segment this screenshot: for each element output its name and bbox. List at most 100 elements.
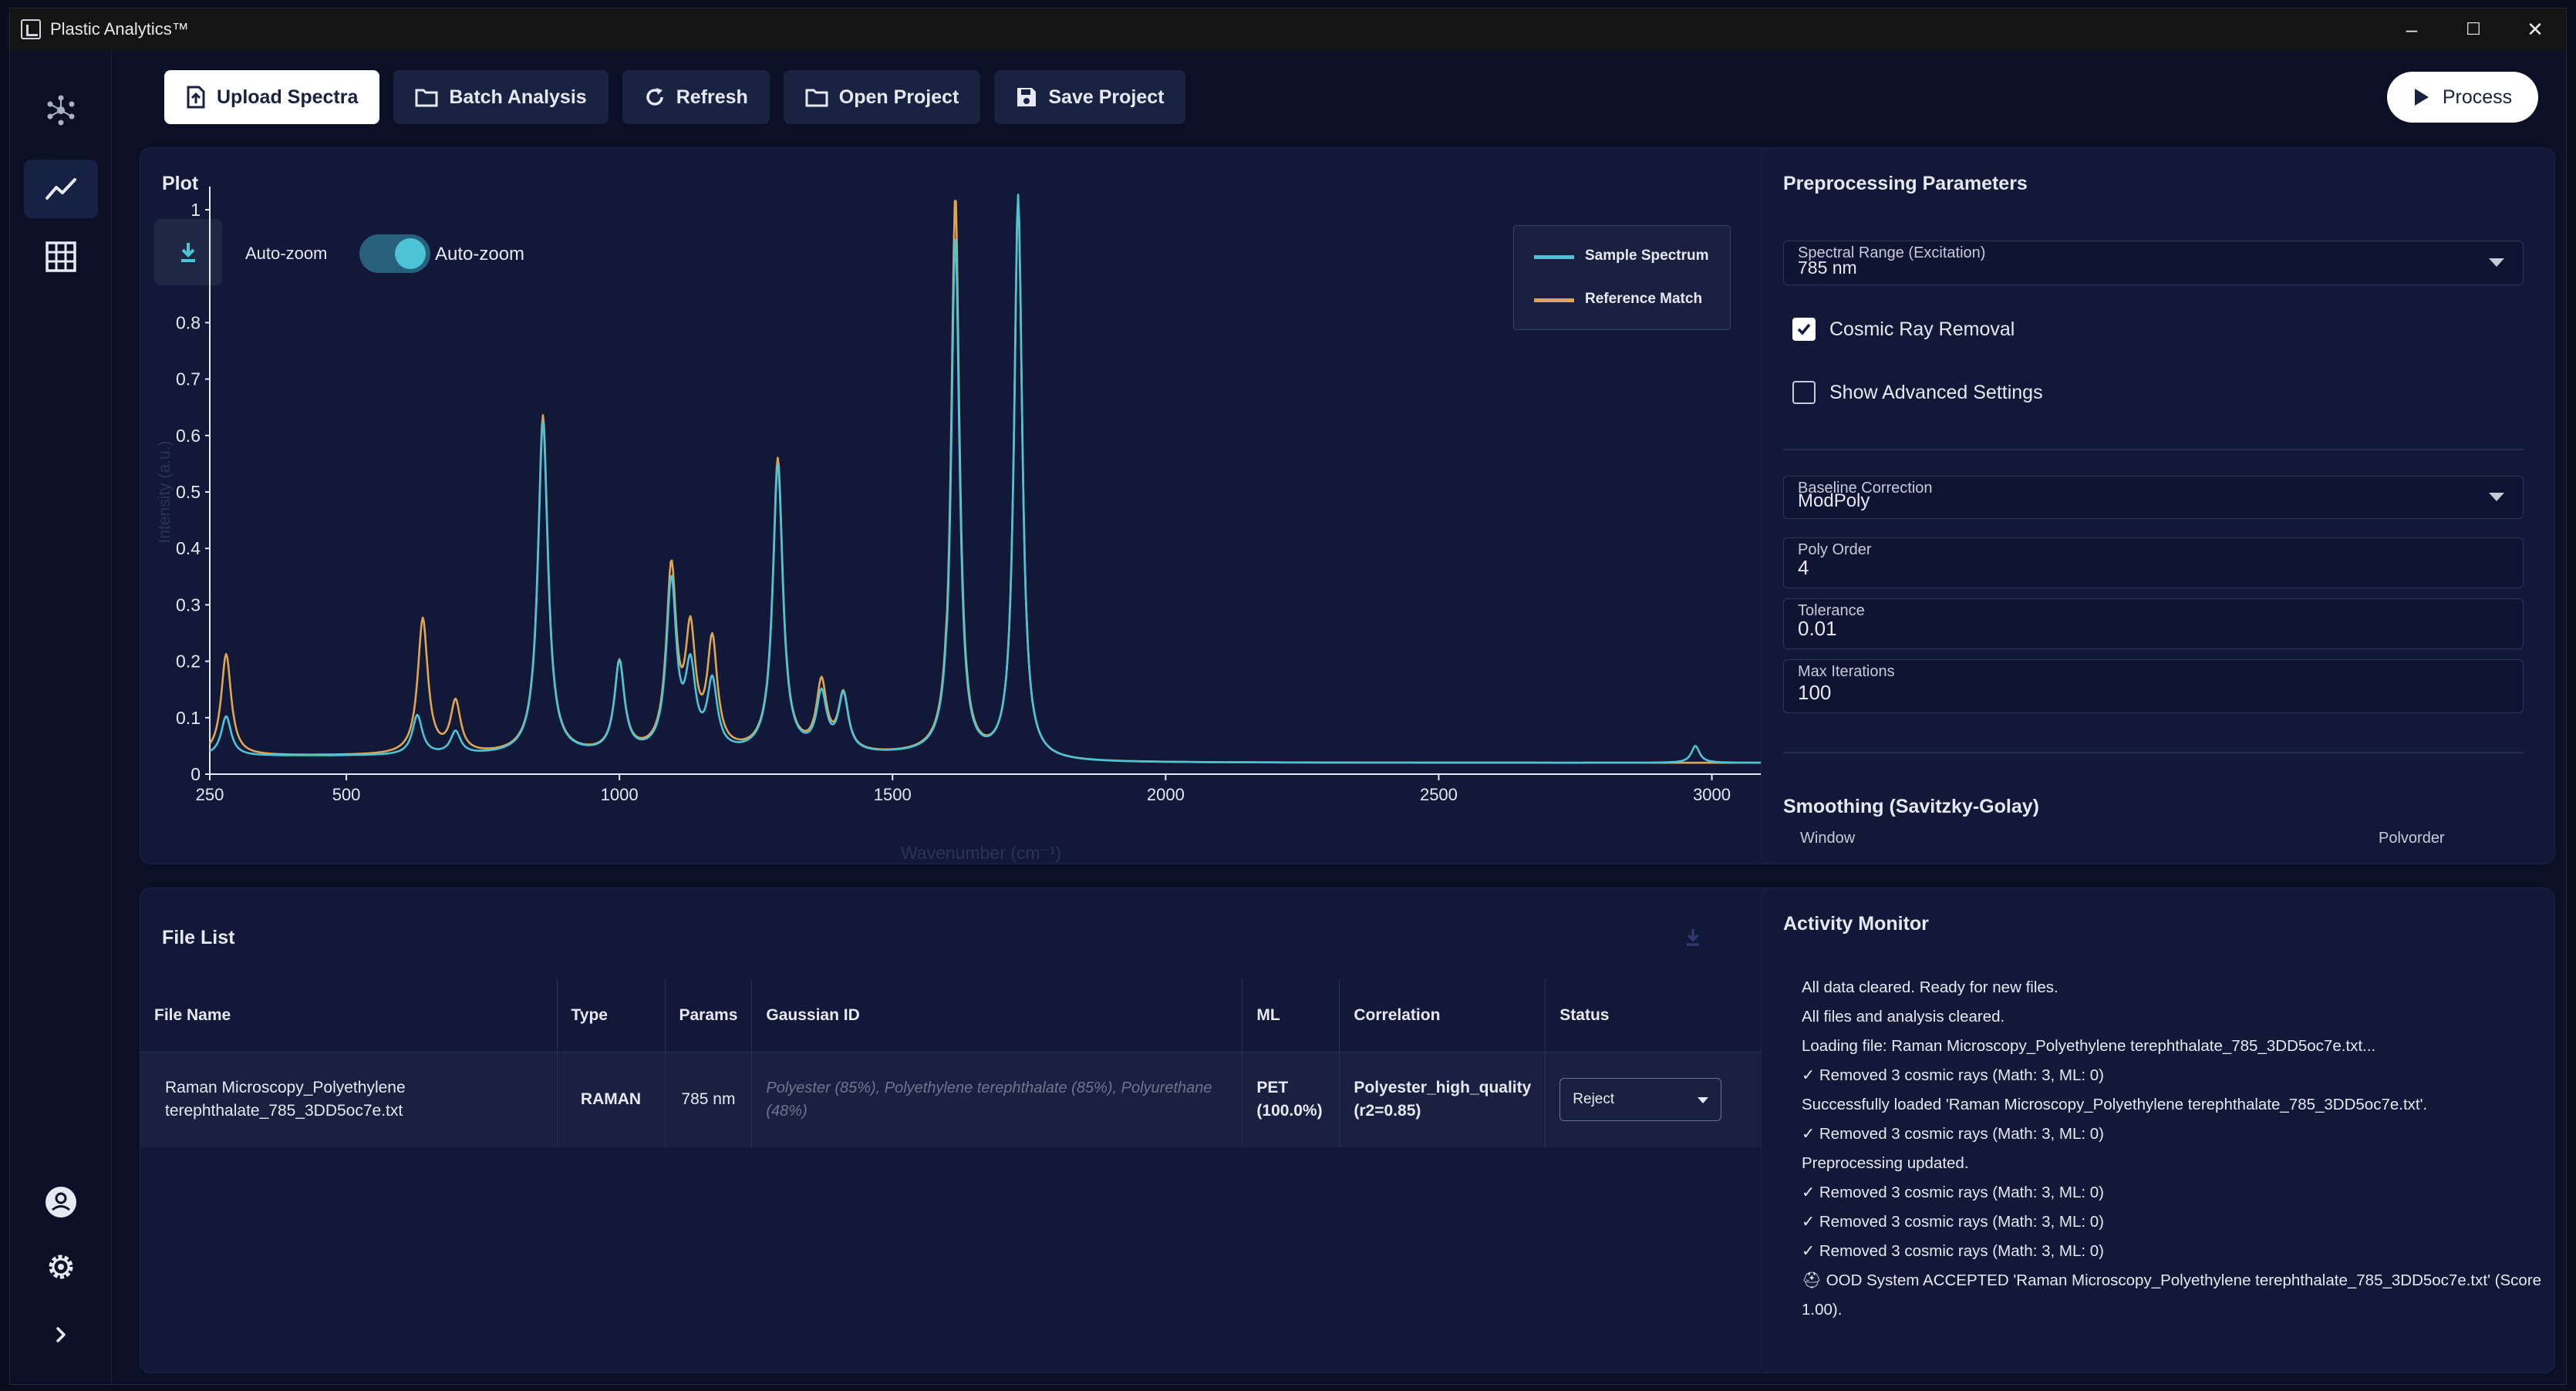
file-list-panel: File List File Name Type Params Gaussian… (140, 887, 1875, 1373)
chevron-down-icon (2489, 258, 2504, 267)
baseline-correction-value: ModPoly (1798, 490, 1870, 511)
close-button[interactable]: ✕ (2527, 17, 2544, 41)
cell-params: 785 nm (665, 1052, 753, 1147)
cell-type: RAMAN (557, 1052, 666, 1147)
app-window: Plastic Analytics™ – ☐ ✕ (9, 8, 2567, 1385)
preprocessing-panel: Preprocessing Parameters Spectral Range … (1761, 147, 2555, 864)
section-divider (1783, 449, 2524, 450)
tolerance-value: 0.01 (1798, 617, 1837, 640)
floppy-disk-icon (1017, 88, 1037, 106)
tolerance-field[interactable]: Tolerance 0.01 (1783, 598, 2524, 649)
column-header-ml[interactable]: ML (1242, 979, 1340, 1053)
series-line-sample-spectrum (209, 194, 1876, 764)
cluster-logo-icon[interactable] (24, 81, 98, 140)
file-upload-icon (187, 86, 205, 109)
log-entry: Successfully loaded 'Raman Microscopy_Po… (1802, 1096, 2428, 1113)
user-button[interactable] (24, 1173, 98, 1231)
sidebar-item-table[interactable] (24, 227, 98, 286)
column-header-correlation[interactable]: Correlation (1339, 979, 1546, 1053)
max-iterations-label: Max Iterations (1798, 663, 1895, 680)
log-entry: ✓ Removed 3 cosmic rays (Math: 3, ML: 0) (1802, 1066, 2104, 1084)
log-entry: ✓ Removed 3 cosmic rays (Math: 3, ML: 0) (1802, 1213, 2104, 1231)
autozoom-toggle[interactable] (359, 234, 430, 273)
spectral-range-value: 785 nm (1798, 258, 1857, 278)
poly-order-field[interactable]: Poly Order 4 (1783, 537, 2524, 588)
cosmic-ray-checkbox[interactable] (1792, 318, 1816, 341)
chevron-right-icon (56, 1327, 66, 1342)
toolbar: Upload Spectra Batch Analysis Refresh Op… (164, 70, 1186, 124)
upload-spectra-button[interactable]: Upload Spectra (164, 70, 380, 124)
y-axis-label: Intensity (a.u.) (156, 440, 174, 543)
window-label: Window (1800, 830, 1856, 847)
download-plot-button[interactable] (154, 219, 222, 285)
legend-label-sample: Sample Spectrum (1585, 248, 1709, 264)
autozoom-toggle-label: Auto-zoom (435, 244, 525, 264)
spectral-range-label: Spectral Range (Excitation) (1798, 244, 1986, 261)
status-select[interactable]: Reject (1559, 1078, 1722, 1122)
autozoom-label: Auto-zoom (245, 244, 328, 263)
x-tick-label: 2000 (1147, 785, 1185, 804)
chart-legend: Sample Spectrum Reference Match (1513, 225, 1731, 330)
spectral-range-select[interactable]: Spectral Range (Excitation) 785 nm (1783, 241, 2524, 285)
advanced-settings-checkbox[interactable] (1792, 381, 1816, 404)
x-tick-label: 1500 (874, 785, 912, 804)
y-tick-label: 0.1 (176, 708, 201, 728)
cell-file-name: Raman Microscopy_Polyethylene terephthal… (140, 1052, 558, 1147)
save-project-button[interactable]: Save Project (994, 70, 1186, 124)
process-label: Process (2442, 86, 2513, 108)
chevron-down-icon (2489, 493, 2504, 501)
x-axis-label: Wavenumber (cm⁻¹) (901, 843, 1061, 863)
y-tick-label: 0.4 (176, 538, 201, 558)
open-project-button[interactable]: Open Project (783, 70, 981, 124)
folder-open-icon (805, 89, 828, 107)
gear-icon (49, 1255, 73, 1279)
chart-line-icon (46, 178, 76, 200)
max-iterations-value: 100 (1798, 681, 1832, 704)
column-header-type[interactable]: Type (557, 979, 666, 1053)
advanced-settings-checkbox-row[interactable]: Show Advanced Settings (1792, 381, 2043, 404)
maximize-button[interactable]: ☐ (2466, 19, 2481, 39)
activity-monitor-title: Activity Monitor (1783, 913, 1929, 935)
log-entry: ✓ Removed 3 cosmic rays (Math: 3, ML: 0) (1802, 1125, 2104, 1143)
user-icon (46, 1187, 76, 1218)
baseline-correction-select[interactable]: Baseline Correction ModPoly (1783, 476, 2524, 519)
column-header-gaussian-id[interactable]: Gaussian ID (751, 979, 1243, 1053)
file-list-title: File List (162, 927, 235, 948)
minimize-button[interactable]: – (2406, 17, 2418, 41)
chevron-down-icon (1698, 1097, 1709, 1104)
settings-button[interactable] (24, 1238, 98, 1296)
log-entry: ✓ Removed 3 cosmic rays (Math: 3, ML: 0) (1802, 1184, 2104, 1201)
polyorder-label: Polvorder (2379, 830, 2445, 847)
cell-ml: PET (100.0%) (1242, 1052, 1340, 1147)
open-project-label: Open Project (838, 86, 959, 108)
cosmic-ray-checkbox-row[interactable]: Cosmic Ray Removal (1792, 318, 2015, 341)
y-tick-label: 0.5 (176, 482, 201, 502)
column-header-params[interactable]: Params (665, 979, 753, 1053)
table-row[interactable]: Raman Microscopy_Polyethylene terephthal… (140, 1052, 1874, 1147)
log-entry: ✓ Removed 3 cosmic rays (Math: 3, ML: 0) (1802, 1242, 2104, 1260)
smoothing-title: Smoothing (Savitzky-Golay) (1783, 796, 2039, 817)
download-icon[interactable] (1683, 927, 1703, 947)
batch-analysis-button[interactable]: Batch Analysis (393, 70, 609, 124)
download-icon (181, 243, 195, 262)
x-tick-label: 250 (196, 785, 224, 804)
column-header-file-name[interactable]: File Name (140, 979, 558, 1053)
process-button[interactable]: Process (2387, 72, 2538, 123)
play-icon (2414, 89, 2429, 106)
cell-gaussian-id: Polyester (85%), Polyethylene terephthal… (751, 1052, 1243, 1147)
upload-spectra-label: Upload Spectra (217, 86, 359, 108)
legend-swatch-reference (1534, 298, 1574, 302)
x-tick-label: 3000 (1693, 785, 1731, 804)
window-title: Plastic Analytics™ (50, 19, 189, 39)
sidebar-item-plot[interactable] (24, 160, 98, 218)
expand-sidebar-button[interactable] (24, 1305, 98, 1364)
legend-label-reference: Reference Match (1585, 291, 1703, 307)
refresh-button[interactable]: Refresh (622, 70, 770, 124)
max-iterations-field[interactable]: Max Iterations 100 (1783, 659, 2524, 713)
preprocessing-title: Preprocessing Parameters (1783, 173, 2028, 194)
baseline-correction-label: Baseline Correction (1798, 480, 1933, 497)
y-tick-label: 0.6 (176, 426, 201, 446)
y-tick-label: 0.8 (176, 312, 201, 332)
y-tick-label: 0 (191, 764, 201, 784)
file-table: File Name Type Params Gaussian ID ML Cor… (140, 979, 1874, 1147)
